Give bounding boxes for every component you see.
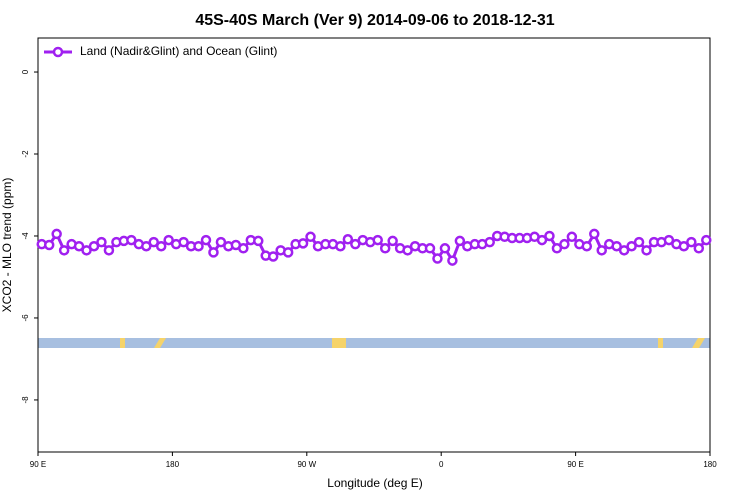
data-point (193, 240, 204, 252)
land-band (120, 338, 125, 348)
data-point (439, 243, 451, 254)
data-point (432, 253, 443, 264)
data-point (633, 236, 645, 248)
data-point (267, 251, 279, 262)
data-point (96, 236, 107, 248)
data-point (589, 228, 600, 240)
data-point (611, 240, 622, 252)
x-tick-label: 90 E (30, 460, 46, 469)
data-point (103, 245, 115, 256)
legend-swatch-marker (52, 46, 64, 58)
y-tick-label: -4 (21, 232, 30, 240)
data-point (544, 230, 555, 242)
data-point (126, 234, 137, 246)
data-point (148, 236, 159, 248)
data-point (88, 240, 100, 252)
data-point (551, 243, 563, 254)
data-point (208, 247, 219, 258)
data-point (178, 236, 189, 248)
land-mask-strip (38, 338, 710, 348)
legend-label: Land (Nadir&Glint) and Ocean (Glint) (80, 44, 277, 58)
data-point (626, 240, 637, 252)
land-band (658, 338, 663, 348)
data-point (379, 243, 391, 254)
data-point (342, 234, 354, 245)
land-band (332, 338, 346, 348)
data-point (43, 239, 55, 251)
ocean-band (38, 338, 710, 348)
data-point (581, 240, 593, 252)
y-tick-label: -2 (21, 150, 30, 158)
data-point (51, 228, 62, 240)
data-point (596, 245, 607, 256)
data-point (447, 255, 458, 266)
y-tick-label: 0 (21, 69, 30, 74)
data-point (73, 240, 85, 252)
y-tick-label: -6 (21, 314, 30, 322)
data-point (215, 236, 227, 248)
data-point (350, 238, 361, 250)
data-point (678, 240, 690, 252)
data-point (484, 236, 495, 248)
data-point (297, 238, 309, 249)
data-point (424, 243, 436, 254)
x-tick-label: 90 W (297, 460, 316, 469)
data-point (335, 240, 346, 252)
data-point (163, 234, 174, 246)
y-axis-label: XCO2 - MLO trend (ppm) (0, 178, 14, 313)
data-point (387, 235, 398, 247)
data-point (566, 231, 578, 243)
data-point (618, 245, 630, 256)
data-point (559, 238, 570, 250)
data-point (58, 245, 70, 256)
data-point (641, 245, 652, 256)
data-point (253, 235, 264, 247)
data-point (402, 245, 413, 256)
data-point (372, 234, 383, 246)
x-tick-label: 0 (439, 460, 444, 469)
chart-title: 45S-40S March (Ver 9) 2014-09-06 to 2018… (195, 12, 554, 29)
data-point (686, 236, 697, 248)
data-point (141, 240, 152, 252)
data-point (282, 247, 294, 258)
data-point (305, 231, 316, 243)
data-point (81, 245, 92, 256)
y-tick-label: -8 (21, 396, 30, 404)
data-point (238, 243, 249, 254)
data-point (693, 243, 705, 254)
x-tick-label: 90 E (567, 460, 583, 469)
data-point (454, 235, 466, 247)
data-point (200, 234, 212, 246)
x-tick-label: 180 (166, 460, 180, 469)
data-point (536, 234, 548, 246)
data-point (701, 234, 712, 246)
data-point (155, 240, 167, 252)
land-band (154, 338, 166, 348)
x-axis-label: Longitude (deg E) (327, 476, 422, 490)
x-tick-label: 180 (703, 460, 717, 469)
land-band (692, 338, 705, 348)
data-point (663, 234, 675, 246)
